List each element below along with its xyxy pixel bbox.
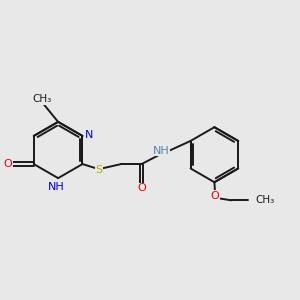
Text: N: N — [85, 130, 93, 140]
Text: O: O — [211, 190, 219, 201]
Text: NH: NH — [153, 146, 169, 156]
Text: CH₃: CH₃ — [33, 94, 52, 104]
Text: CH₃: CH₃ — [255, 195, 274, 205]
Text: O: O — [4, 159, 13, 169]
Text: S: S — [95, 165, 102, 175]
Text: NH: NH — [48, 182, 65, 192]
Text: O: O — [137, 183, 146, 194]
